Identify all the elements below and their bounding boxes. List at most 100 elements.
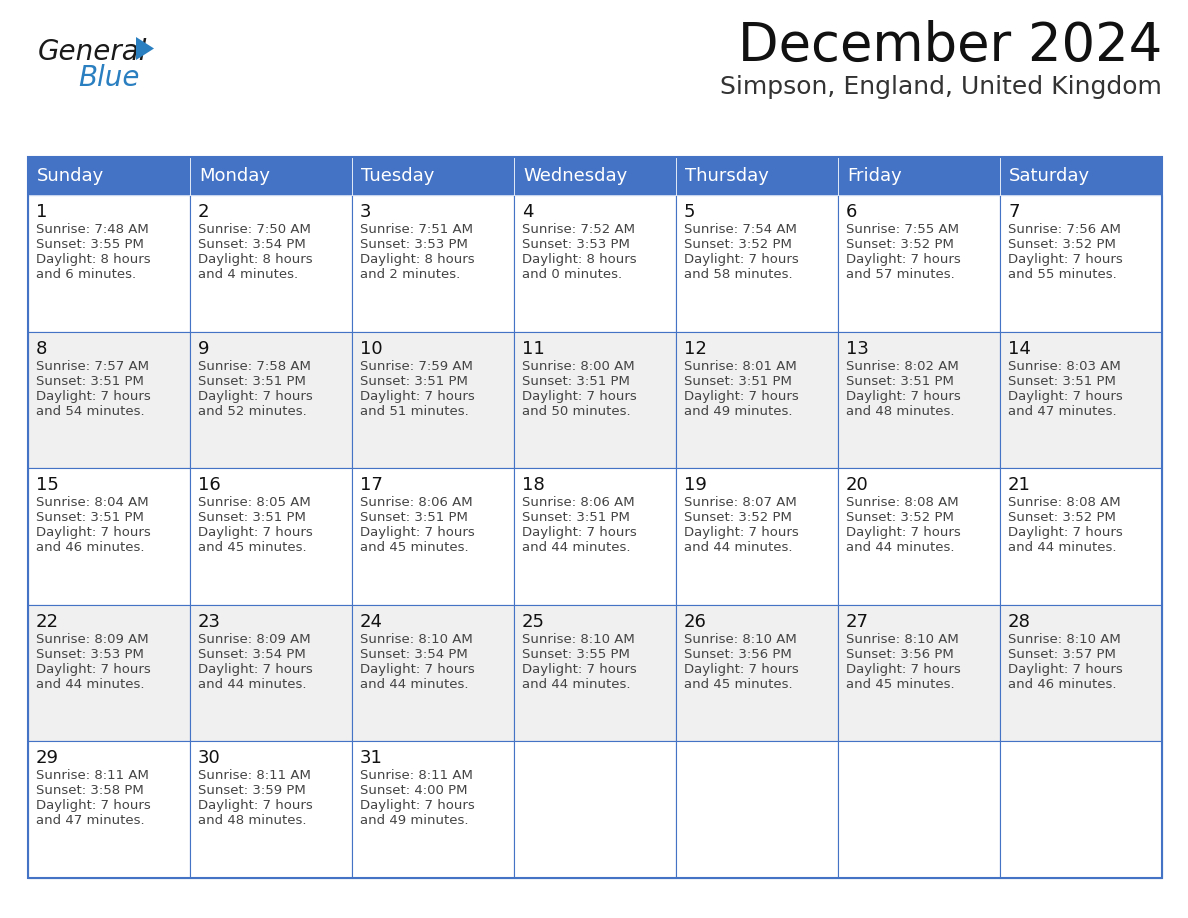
Text: 4: 4 — [522, 203, 533, 221]
Text: and 6 minutes.: and 6 minutes. — [36, 268, 137, 281]
Text: Daylight: 8 hours: Daylight: 8 hours — [522, 253, 637, 266]
Text: Daylight: 7 hours: Daylight: 7 hours — [36, 663, 151, 676]
Text: Sunset: 3:56 PM: Sunset: 3:56 PM — [684, 648, 791, 661]
Text: Sunrise: 8:09 AM: Sunrise: 8:09 AM — [36, 633, 148, 645]
Text: 11: 11 — [522, 340, 545, 358]
Text: Sunrise: 8:02 AM: Sunrise: 8:02 AM — [846, 360, 959, 373]
Text: and 49 minutes.: and 49 minutes. — [360, 814, 468, 827]
Text: Daylight: 7 hours: Daylight: 7 hours — [684, 253, 798, 266]
Text: and 46 minutes.: and 46 minutes. — [36, 542, 145, 554]
Text: Daylight: 7 hours: Daylight: 7 hours — [198, 800, 312, 812]
Bar — [514, 331, 676, 468]
Bar — [29, 157, 190, 195]
Text: Sunset: 3:51 PM: Sunset: 3:51 PM — [522, 375, 630, 387]
Text: Daylight: 7 hours: Daylight: 7 hours — [360, 800, 475, 812]
Text: Sunset: 3:51 PM: Sunset: 3:51 PM — [522, 511, 630, 524]
Text: Sunset: 3:55 PM: Sunset: 3:55 PM — [36, 238, 144, 251]
Bar — [352, 605, 514, 742]
Bar — [1000, 468, 1162, 605]
Text: 30: 30 — [198, 749, 221, 767]
Bar — [190, 742, 352, 878]
Text: 3: 3 — [360, 203, 372, 221]
Text: Sunrise: 7:57 AM: Sunrise: 7:57 AM — [36, 360, 148, 373]
Text: Daylight: 7 hours: Daylight: 7 hours — [1007, 389, 1123, 403]
Text: 23: 23 — [198, 613, 221, 631]
Text: Sunrise: 7:55 AM: Sunrise: 7:55 AM — [846, 223, 959, 236]
Text: Sunset: 3:52 PM: Sunset: 3:52 PM — [846, 238, 954, 251]
Text: and 50 minutes.: and 50 minutes. — [522, 405, 631, 418]
Bar — [29, 331, 190, 468]
Text: Daylight: 7 hours: Daylight: 7 hours — [360, 526, 475, 539]
Bar — [352, 195, 514, 331]
Text: Blue: Blue — [78, 64, 139, 92]
Text: 6: 6 — [846, 203, 858, 221]
Text: Sunset: 3:54 PM: Sunset: 3:54 PM — [360, 648, 468, 661]
Text: Daylight: 7 hours: Daylight: 7 hours — [846, 526, 961, 539]
Text: Sunrise: 7:52 AM: Sunrise: 7:52 AM — [522, 223, 636, 236]
Text: and 44 minutes.: and 44 minutes. — [846, 542, 954, 554]
Bar — [29, 742, 190, 878]
Text: 8: 8 — [36, 340, 48, 358]
Polygon shape — [135, 37, 154, 60]
Text: Sunset: 3:57 PM: Sunset: 3:57 PM — [1007, 648, 1116, 661]
Text: Sunset: 3:56 PM: Sunset: 3:56 PM — [846, 648, 954, 661]
Text: Sunrise: 8:08 AM: Sunrise: 8:08 AM — [846, 497, 959, 509]
Bar — [514, 157, 676, 195]
Bar — [676, 468, 838, 605]
Text: Daylight: 7 hours: Daylight: 7 hours — [684, 526, 798, 539]
Text: Sunset: 3:51 PM: Sunset: 3:51 PM — [1007, 375, 1116, 387]
Text: Daylight: 8 hours: Daylight: 8 hours — [360, 253, 475, 266]
Bar — [676, 331, 838, 468]
Text: Sunset: 4:00 PM: Sunset: 4:00 PM — [360, 784, 468, 798]
Text: 27: 27 — [846, 613, 868, 631]
Text: and 46 minutes.: and 46 minutes. — [1007, 677, 1117, 691]
Text: Sunset: 3:52 PM: Sunset: 3:52 PM — [1007, 238, 1116, 251]
Text: Daylight: 7 hours: Daylight: 7 hours — [522, 663, 637, 676]
Text: 16: 16 — [198, 476, 221, 494]
Text: Sunrise: 7:59 AM: Sunrise: 7:59 AM — [360, 360, 473, 373]
Text: Sunrise: 8:06 AM: Sunrise: 8:06 AM — [522, 497, 634, 509]
Text: and 48 minutes.: and 48 minutes. — [846, 405, 954, 418]
Text: Friday: Friday — [847, 167, 902, 185]
Text: Sunrise: 8:10 AM: Sunrise: 8:10 AM — [522, 633, 634, 645]
Text: Daylight: 7 hours: Daylight: 7 hours — [1007, 526, 1123, 539]
Text: Sunrise: 8:06 AM: Sunrise: 8:06 AM — [360, 497, 473, 509]
Text: 24: 24 — [360, 613, 383, 631]
Text: Sunset: 3:54 PM: Sunset: 3:54 PM — [198, 648, 305, 661]
Text: Daylight: 7 hours: Daylight: 7 hours — [36, 800, 151, 812]
Text: 21: 21 — [1007, 476, 1031, 494]
Text: Daylight: 7 hours: Daylight: 7 hours — [522, 526, 637, 539]
Text: and 2 minutes.: and 2 minutes. — [360, 268, 460, 281]
Text: Sunrise: 8:05 AM: Sunrise: 8:05 AM — [198, 497, 311, 509]
Text: and 45 minutes.: and 45 minutes. — [846, 677, 955, 691]
Text: Wednesday: Wednesday — [523, 167, 627, 185]
Text: and 58 minutes.: and 58 minutes. — [684, 268, 792, 281]
Bar — [514, 195, 676, 331]
Text: Sunset: 3:51 PM: Sunset: 3:51 PM — [360, 511, 468, 524]
Text: Daylight: 7 hours: Daylight: 7 hours — [846, 253, 961, 266]
Text: Sunrise: 7:48 AM: Sunrise: 7:48 AM — [36, 223, 148, 236]
Text: 5: 5 — [684, 203, 695, 221]
Text: Sunrise: 8:03 AM: Sunrise: 8:03 AM — [1007, 360, 1120, 373]
Text: 25: 25 — [522, 613, 545, 631]
Text: Sunday: Sunday — [37, 167, 105, 185]
Text: Sunset: 3:51 PM: Sunset: 3:51 PM — [36, 511, 144, 524]
Text: Sunrise: 7:58 AM: Sunrise: 7:58 AM — [198, 360, 311, 373]
Text: Sunrise: 8:00 AM: Sunrise: 8:00 AM — [522, 360, 634, 373]
Text: 31: 31 — [360, 749, 383, 767]
Text: Sunset: 3:59 PM: Sunset: 3:59 PM — [198, 784, 305, 798]
Bar — [352, 157, 514, 195]
Bar — [676, 157, 838, 195]
Text: 18: 18 — [522, 476, 545, 494]
Text: Daylight: 7 hours: Daylight: 7 hours — [198, 389, 312, 403]
Text: Sunset: 3:52 PM: Sunset: 3:52 PM — [684, 238, 792, 251]
Text: Sunset: 3:53 PM: Sunset: 3:53 PM — [522, 238, 630, 251]
Bar — [838, 742, 1000, 878]
Bar — [676, 605, 838, 742]
Text: 22: 22 — [36, 613, 59, 631]
Bar — [29, 468, 190, 605]
Text: Thursday: Thursday — [685, 167, 769, 185]
Text: Sunrise: 8:04 AM: Sunrise: 8:04 AM — [36, 497, 148, 509]
Text: and 48 minutes.: and 48 minutes. — [198, 814, 307, 827]
Bar — [838, 195, 1000, 331]
